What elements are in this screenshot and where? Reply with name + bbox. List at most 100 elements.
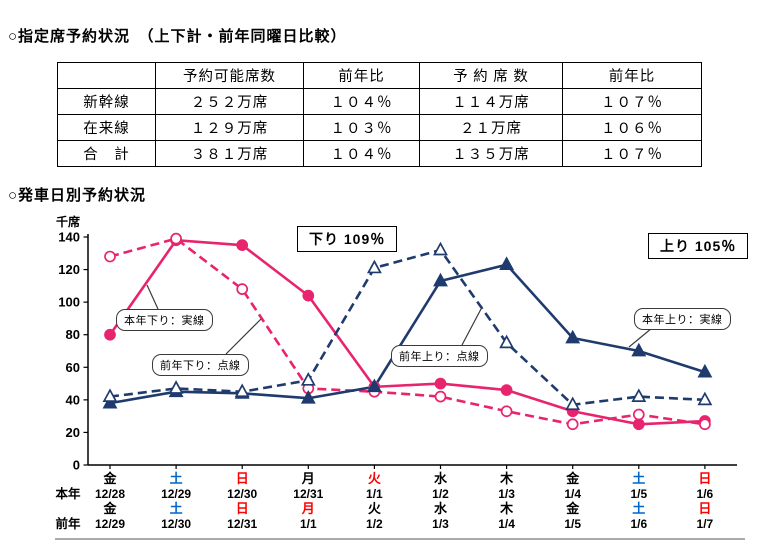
- cell-yoy-available: １０３％: [303, 114, 420, 141]
- x-date-label: 1/1: [300, 517, 317, 531]
- data-point-marker: [104, 250, 116, 263]
- cell-yoy-available: １０４％: [303, 140, 420, 167]
- x-day-label: 月: [301, 471, 315, 486]
- cell-yoy-reserved: １０６％: [562, 114, 702, 141]
- table-corner-cell: [57, 62, 156, 89]
- x-day-label: 金: [565, 471, 580, 486]
- x-day-label: 日: [698, 471, 711, 486]
- data-point-marker: [300, 372, 316, 386]
- y-tick-label: 0: [73, 458, 80, 473]
- y-tick-label: 80: [66, 327, 80, 342]
- data-point-marker: [632, 418, 645, 431]
- series-line-3: [109, 248, 705, 407]
- row-label: 合 計: [57, 140, 156, 167]
- reservation-summary-table: 予約可能席数 前年比 予 約 席 数 前年比 新幹線 ２５２万席 １０４％ １１…: [57, 62, 702, 167]
- x-date-label: 12/29: [95, 517, 125, 531]
- data-point-marker: [366, 378, 382, 393]
- cell-yoy-reserved: １０７％: [562, 140, 702, 167]
- annotation-down-total-pct: 下り 109％: [297, 226, 398, 252]
- x-date-label: 1/1: [366, 487, 383, 501]
- table-row-conventional: 在来線 １２９万席 １０３％ ２１万席 １０６％: [57, 114, 702, 141]
- annotation-up-total-pct: 上り 105％: [648, 233, 749, 259]
- x-date-label: 12/30: [227, 487, 257, 501]
- x-day-label: 土: [632, 471, 645, 486]
- cell-reserved: ２１万席: [419, 114, 563, 141]
- x-day-label: 土: [170, 501, 183, 516]
- x-date-label: 1/7: [697, 517, 714, 531]
- section-title-by-departure-date: ○発車日別予約状況: [8, 187, 147, 204]
- data-point-marker: [234, 383, 250, 398]
- x-day-label: 日: [236, 471, 249, 486]
- section-title-reserved-seat-status: ○指定席予約状況 （上下計・前年同曜日比較）: [8, 28, 347, 45]
- x-date-label: 12/30: [161, 517, 191, 531]
- data-point-marker: [500, 405, 513, 418]
- data-point-marker: [631, 342, 647, 357]
- x-day-label: 金: [102, 501, 117, 516]
- data-point-marker: [632, 408, 645, 421]
- x-day-label: 火: [368, 501, 382, 516]
- data-point-marker: [500, 384, 513, 396]
- callout-prev-year-up-dashed: 前年上り：点線: [391, 345, 488, 367]
- data-point-marker: [697, 363, 713, 378]
- data-point-marker: [433, 272, 448, 287]
- x-day-label: 日: [698, 501, 711, 516]
- callout-leader-line: [146, 284, 159, 310]
- data-point-marker: [499, 256, 515, 271]
- col-header-yoy-available: 前年比: [303, 62, 420, 89]
- callout-this-year-down-solid: 本年下り：実線: [116, 309, 213, 331]
- x-date-label: 1/5: [564, 517, 581, 531]
- data-point-marker: [699, 418, 711, 431]
- cell-available: １２９万席: [155, 114, 304, 141]
- col-header-available-seats: 予約可能席数: [155, 62, 304, 89]
- data-point-marker: [434, 377, 447, 390]
- data-point-marker: [433, 241, 448, 256]
- series-markers-3: [102, 241, 713, 411]
- x-day-label: 金: [102, 471, 117, 486]
- x-date-label: 1/4: [498, 517, 515, 531]
- data-point-marker: [102, 388, 118, 402]
- row-label: 在来線: [57, 114, 156, 141]
- y-tick-label: 140: [58, 230, 80, 245]
- x-date-label: 1/6: [630, 517, 647, 531]
- x-day-label: 金: [565, 501, 580, 516]
- y-tick-label: 120: [58, 262, 80, 277]
- data-point-marker: [499, 334, 515, 349]
- x-day-label: 土: [170, 471, 183, 486]
- data-point-marker: [300, 389, 316, 404]
- x-date-label: 1/2: [432, 487, 449, 501]
- row-label: 新幹線: [57, 88, 156, 115]
- x-date-label: 1/4: [564, 487, 581, 501]
- x-date-label: 12/28: [95, 487, 125, 501]
- callout-prev-year-down-dashed: 前年下り：点線: [152, 354, 249, 376]
- y-tick-label: 20: [66, 425, 80, 440]
- cell-available: ３８１万席: [155, 140, 304, 167]
- y-tick-label: 40: [66, 392, 80, 407]
- y-axis-unit-label: 千席: [56, 214, 80, 229]
- data-point-marker: [236, 283, 249, 295]
- x-day-label: 火: [368, 471, 382, 486]
- data-point-marker: [168, 380, 184, 394]
- x-day-label: 日: [236, 501, 249, 516]
- data-point-marker: [631, 388, 647, 402]
- x-date-label: 1/5: [630, 487, 647, 501]
- cell-reserved: １１４万席: [419, 88, 563, 115]
- x-date-label: 1/2: [366, 517, 383, 531]
- row-label-prev-year: 前年: [55, 516, 81, 531]
- series-line-0: [108, 238, 705, 426]
- table-header-row: 予約可能席数 前年比 予 約 席 数 前年比: [57, 62, 702, 89]
- x-date-label: 12/29: [161, 487, 191, 501]
- x-date-label: 1/3: [498, 487, 515, 501]
- row-label-this-year: 本年: [55, 486, 81, 501]
- data-point-marker: [697, 391, 713, 406]
- callout-leader-line: [628, 327, 653, 348]
- x-date-label: 1/6: [697, 487, 714, 501]
- x-day-label: 月: [301, 501, 315, 516]
- table-row-shinkansen: 新幹線 ２５２万席 １０４％ １１４万席 １０７％: [57, 88, 702, 115]
- data-point-marker: [170, 232, 182, 245]
- callout-leader-line: [225, 318, 262, 355]
- y-tick-label: 60: [66, 360, 80, 375]
- table-row-total: 合 計 ３８１万席 １０４％ １３５万席 １０７％: [57, 140, 702, 167]
- data-point-marker: [565, 396, 581, 411]
- data-point-marker: [434, 390, 447, 403]
